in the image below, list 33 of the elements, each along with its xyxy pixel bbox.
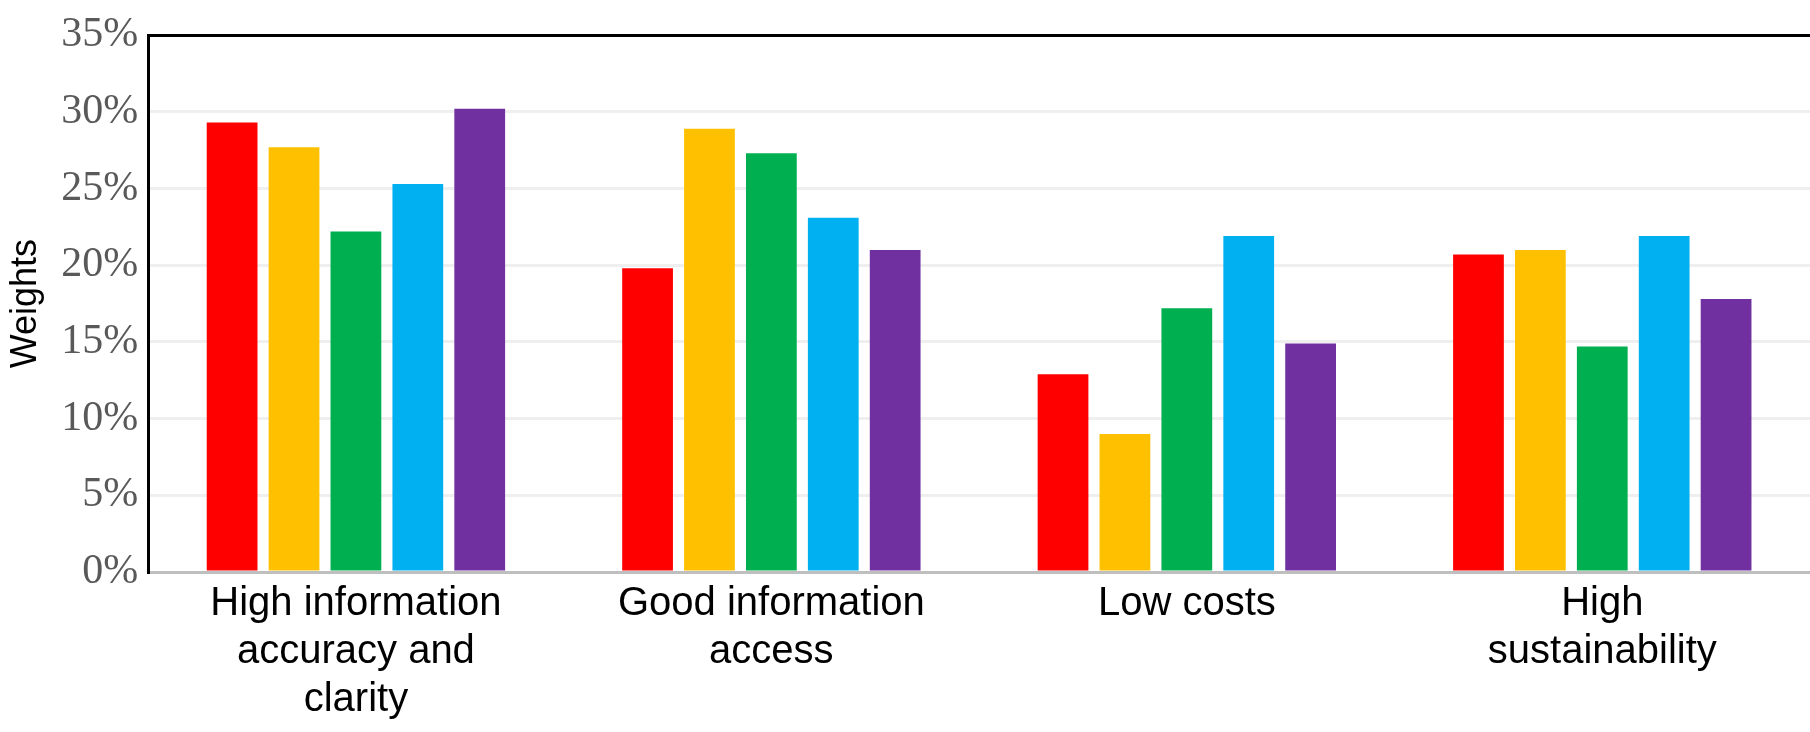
bar	[1161, 308, 1213, 571]
x-tick-label: Low costs	[1097, 579, 1276, 624]
y-tick-label: 25%	[61, 162, 139, 209]
bar	[622, 268, 673, 571]
y-tick-label: 10%	[61, 392, 139, 439]
y-tick-label: 15%	[61, 315, 139, 362]
y-tick-label: 0%	[82, 546, 139, 593]
bar	[206, 122, 258, 571]
bar	[1453, 254, 1504, 571]
bar	[1037, 374, 1089, 571]
bar	[1099, 433, 1151, 571]
bar	[268, 147, 320, 571]
bar	[745, 153, 797, 571]
bar	[807, 217, 859, 571]
bar	[1223, 236, 1275, 571]
bar	[330, 231, 382, 571]
y-tick-label: 20%	[61, 239, 139, 286]
y-tick-label: 5%	[82, 469, 139, 516]
bar	[1576, 346, 1628, 571]
bar	[1700, 299, 1752, 571]
bar	[869, 249, 921, 571]
x-tick-label: High information accuracy and clarity	[210, 579, 502, 720]
y-tick-label: 35%	[61, 9, 139, 56]
y-tick-label: 30%	[61, 85, 139, 132]
bar	[684, 128, 735, 571]
y-axis-title: Weights	[2, 238, 44, 369]
x-tick-label: High sustainability	[1487, 579, 1717, 672]
bar	[1638, 236, 1690, 571]
bar	[392, 183, 444, 571]
bar	[454, 108, 506, 571]
bar	[1514, 249, 1566, 571]
bar	[1285, 343, 1337, 571]
x-tick-label: Good information access	[617, 579, 925, 672]
